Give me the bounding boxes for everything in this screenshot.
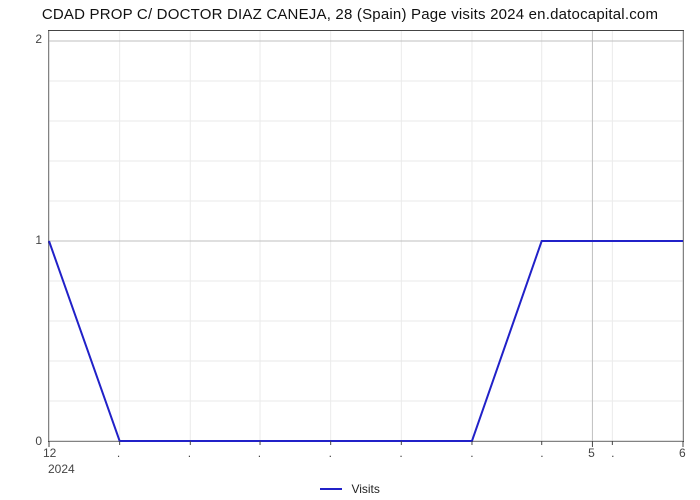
x-axis-below-label: 2024: [48, 462, 75, 476]
x-minor-tick-mark: .: [329, 446, 332, 460]
y-tick-label: 0: [35, 434, 42, 448]
x-minor-tick-mark: .: [470, 446, 473, 460]
y-tick-label: 1: [35, 233, 42, 247]
chart-title: CDAD PROP C/ DOCTOR DIAZ CANEJA, 28 (Spa…: [0, 6, 700, 23]
y-tick-label: 2: [35, 32, 42, 46]
series-line: [49, 241, 683, 441]
x-minor-tick-mark: .: [188, 446, 191, 460]
x-tick-label: 5: [588, 446, 595, 460]
x-minor-tick-mark: .: [117, 446, 120, 460]
x-tick-label: 6: [679, 446, 686, 460]
chart-legend: Visits: [0, 481, 700, 496]
chart-container: CDAD PROP C/ DOCTOR DIAZ CANEJA, 28 (Spa…: [0, 0, 700, 500]
chart-plot-area: [48, 30, 684, 442]
legend-swatch: [320, 488, 342, 490]
x-minor-tick-mark: .: [258, 446, 261, 460]
x-tick-label: 12: [43, 446, 56, 460]
legend-label: Visits: [351, 482, 379, 496]
x-minor-tick-mark: .: [399, 446, 402, 460]
x-minor-tick-mark: .: [611, 446, 614, 460]
x-minor-tick-mark: .: [540, 446, 543, 460]
chart-svg: [49, 31, 683, 441]
